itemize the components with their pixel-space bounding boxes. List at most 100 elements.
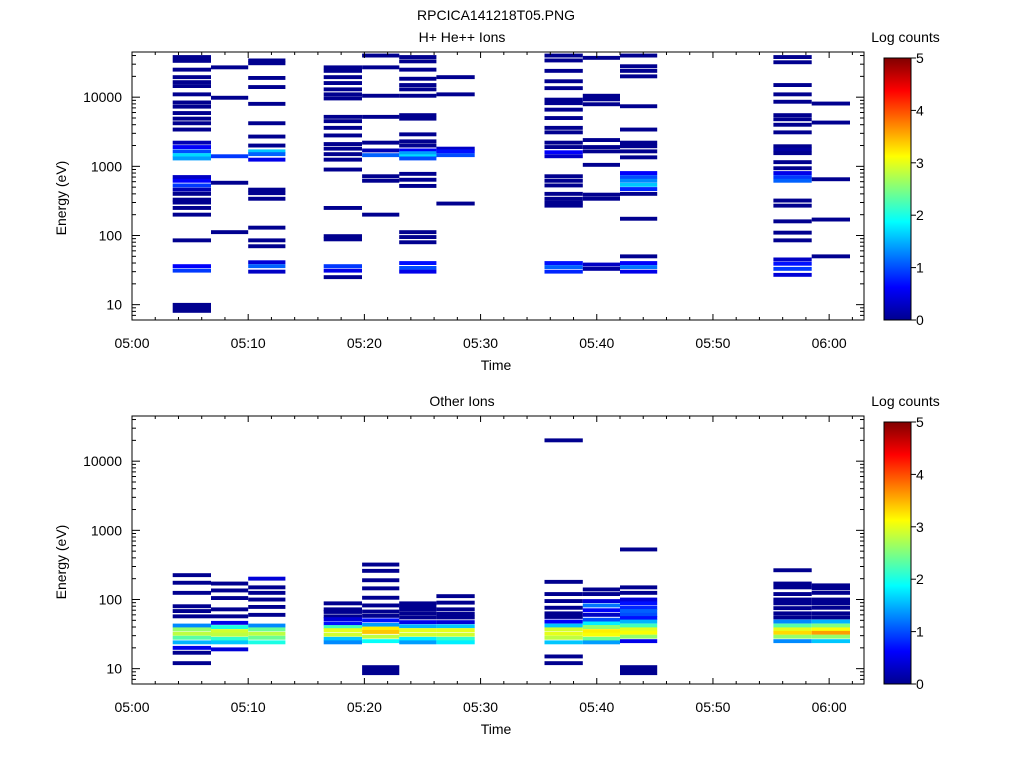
heatmap-cell xyxy=(399,93,437,98)
heatmap-cell xyxy=(172,631,211,636)
heatmap-cell xyxy=(248,152,286,157)
heatmap-cell xyxy=(399,83,437,87)
heatmap-cell xyxy=(248,264,286,269)
heatmap-cell xyxy=(620,127,658,132)
heatmap-cell xyxy=(399,143,437,148)
heatmap-cell xyxy=(620,149,658,154)
heatmap-cell xyxy=(399,113,437,118)
heatmap-cell xyxy=(620,269,658,274)
heatmap-cell xyxy=(172,302,211,313)
y-axis-label: Energy (eV) xyxy=(53,161,69,236)
colorbar-tick-label: 3 xyxy=(916,155,924,171)
heatmap-cell xyxy=(248,269,286,274)
heatmap-cell xyxy=(362,586,400,591)
heatmap-cell xyxy=(323,206,362,210)
heatmap-cell xyxy=(362,634,400,639)
heatmap-cell xyxy=(544,615,583,619)
heatmap-cell xyxy=(773,92,812,97)
heatmap-cell xyxy=(811,217,850,222)
heatmap-cell xyxy=(172,635,211,640)
heatmap-cell xyxy=(811,590,850,595)
heatmap-cell xyxy=(620,171,658,175)
heatmap-cell xyxy=(211,154,249,159)
heatmap-cell xyxy=(620,619,658,624)
heatmap-cell xyxy=(582,102,620,107)
heatmap-cell xyxy=(172,55,211,59)
heatmap-cell xyxy=(773,130,812,135)
heatmap-cell xyxy=(811,615,850,620)
heatmap-cell xyxy=(323,640,362,645)
heatmap-cell xyxy=(362,613,400,618)
heatmap-cell xyxy=(323,617,362,622)
panel-title: H+ He++ Ions xyxy=(419,29,506,45)
heatmap-cell xyxy=(773,203,812,208)
heatmap-cell xyxy=(811,630,850,635)
heatmap-cell xyxy=(436,201,475,206)
heatmap-cell xyxy=(544,178,583,183)
heatmap-cell xyxy=(399,269,437,274)
heatmap-cell xyxy=(582,266,620,271)
heatmap-cell xyxy=(544,640,583,645)
heatmap-cell xyxy=(362,603,400,608)
heatmap-cell xyxy=(399,151,437,156)
x-tick-label: 05:20 xyxy=(347,699,382,715)
heatmap-cell xyxy=(620,585,658,590)
heatmap-cell xyxy=(811,583,850,588)
colorbar-tick-label: 4 xyxy=(916,466,924,482)
heatmap-cell xyxy=(172,580,211,585)
heatmap-cell xyxy=(773,568,812,573)
heatmap-cell xyxy=(620,104,658,109)
heatmap-cell xyxy=(773,83,812,87)
y-tick-label: 10 xyxy=(106,297,122,313)
heatmap-cell xyxy=(582,262,620,267)
heatmap-cell xyxy=(620,216,658,221)
heatmap-cell xyxy=(620,634,658,639)
heatmap-cell xyxy=(211,95,249,100)
heatmap-cell xyxy=(323,114,362,119)
heatmap-cell xyxy=(773,160,812,165)
heatmap-cell xyxy=(172,92,211,97)
colorbar-tick-label: 2 xyxy=(916,207,924,223)
heatmap-cell xyxy=(811,639,850,644)
colorbar: 0 1 2 3 4 5 Log counts xyxy=(871,29,940,328)
heatmap-cell xyxy=(773,597,812,602)
heatmap-cell xyxy=(399,55,437,59)
heatmap-cell xyxy=(172,153,211,158)
heatmap-cells xyxy=(172,53,850,313)
heatmap-cell xyxy=(323,625,362,629)
heatmap-cell xyxy=(811,586,850,591)
panel-title: Other Ions xyxy=(429,393,494,409)
heatmap-cell xyxy=(399,604,437,609)
heatmap-cell xyxy=(620,182,658,187)
x-tick-label: 05:30 xyxy=(463,699,498,715)
heatmap-cell xyxy=(773,581,812,586)
colorbar-tick-label: 5 xyxy=(916,414,924,430)
heatmap-cell xyxy=(248,631,286,636)
heatmap-cell xyxy=(773,634,812,639)
heatmap-cell xyxy=(211,625,249,629)
heatmap-cell xyxy=(620,665,658,676)
x-axis: 05:00 05:10 05:20 05:30 05:40 05:50 06:00 Time xyxy=(114,416,853,737)
heatmap-cell xyxy=(620,630,658,635)
heatmap-cell xyxy=(773,171,812,175)
heatmap-cell xyxy=(362,578,400,583)
heatmap-cell xyxy=(544,269,583,274)
heatmap-cell xyxy=(544,154,583,159)
heatmap-cell xyxy=(620,623,658,628)
heatmap-cell xyxy=(773,619,812,624)
heatmap-cell xyxy=(323,621,362,626)
heatmap-cell xyxy=(620,605,658,610)
heatmap-cell xyxy=(248,576,286,581)
heatmap-cell xyxy=(399,640,437,645)
heatmap-cell xyxy=(172,187,211,192)
heatmap-cell xyxy=(620,547,658,552)
heatmap-cell xyxy=(323,142,362,146)
heatmap-cell xyxy=(773,147,812,152)
heatmap-cell xyxy=(399,148,437,153)
heatmap-cell xyxy=(582,162,620,167)
heatmap-cell xyxy=(323,125,362,130)
heatmap-cell xyxy=(211,588,249,593)
colorbar: 0 1 2 3 4 5 Log counts xyxy=(871,393,940,692)
heatmap-cell xyxy=(172,573,211,578)
heatmap-cell xyxy=(436,636,475,641)
